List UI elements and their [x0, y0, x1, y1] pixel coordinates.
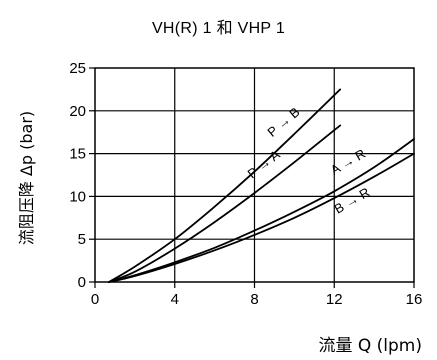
y-tick-label: 15: [69, 146, 86, 163]
x-tick-label: 4: [171, 291, 179, 308]
grid-layer: [95, 68, 414, 282]
x-axis-label: 流量 Q (lpm): [318, 336, 422, 356]
series-line: [108, 88, 342, 283]
series-line: [108, 124, 342, 283]
x-tick-label: 8: [250, 291, 258, 308]
axis-layer: 0 5 10 15 20 25 0 4 8 12 16: [69, 60, 422, 308]
series-line: [108, 152, 415, 283]
series-line: [108, 138, 415, 283]
y-tick-label: 5: [78, 231, 86, 248]
series-layer: [108, 88, 415, 283]
chart-title: VH(R) 1 和 VHP 1: [151, 20, 286, 37]
y-tick-label: 0: [78, 274, 86, 291]
y-axis-label: 流阻压降 Δp (bar): [17, 111, 36, 245]
y-tick-label: 25: [69, 60, 86, 77]
x-tick-label: 0: [91, 291, 99, 308]
x-tick-label: 16: [406, 291, 423, 308]
x-tick-label: 12: [326, 291, 343, 308]
y-tick-label: 10: [69, 188, 86, 205]
y-tick-label: 20: [69, 103, 86, 120]
series-label: P → B: [264, 104, 302, 139]
